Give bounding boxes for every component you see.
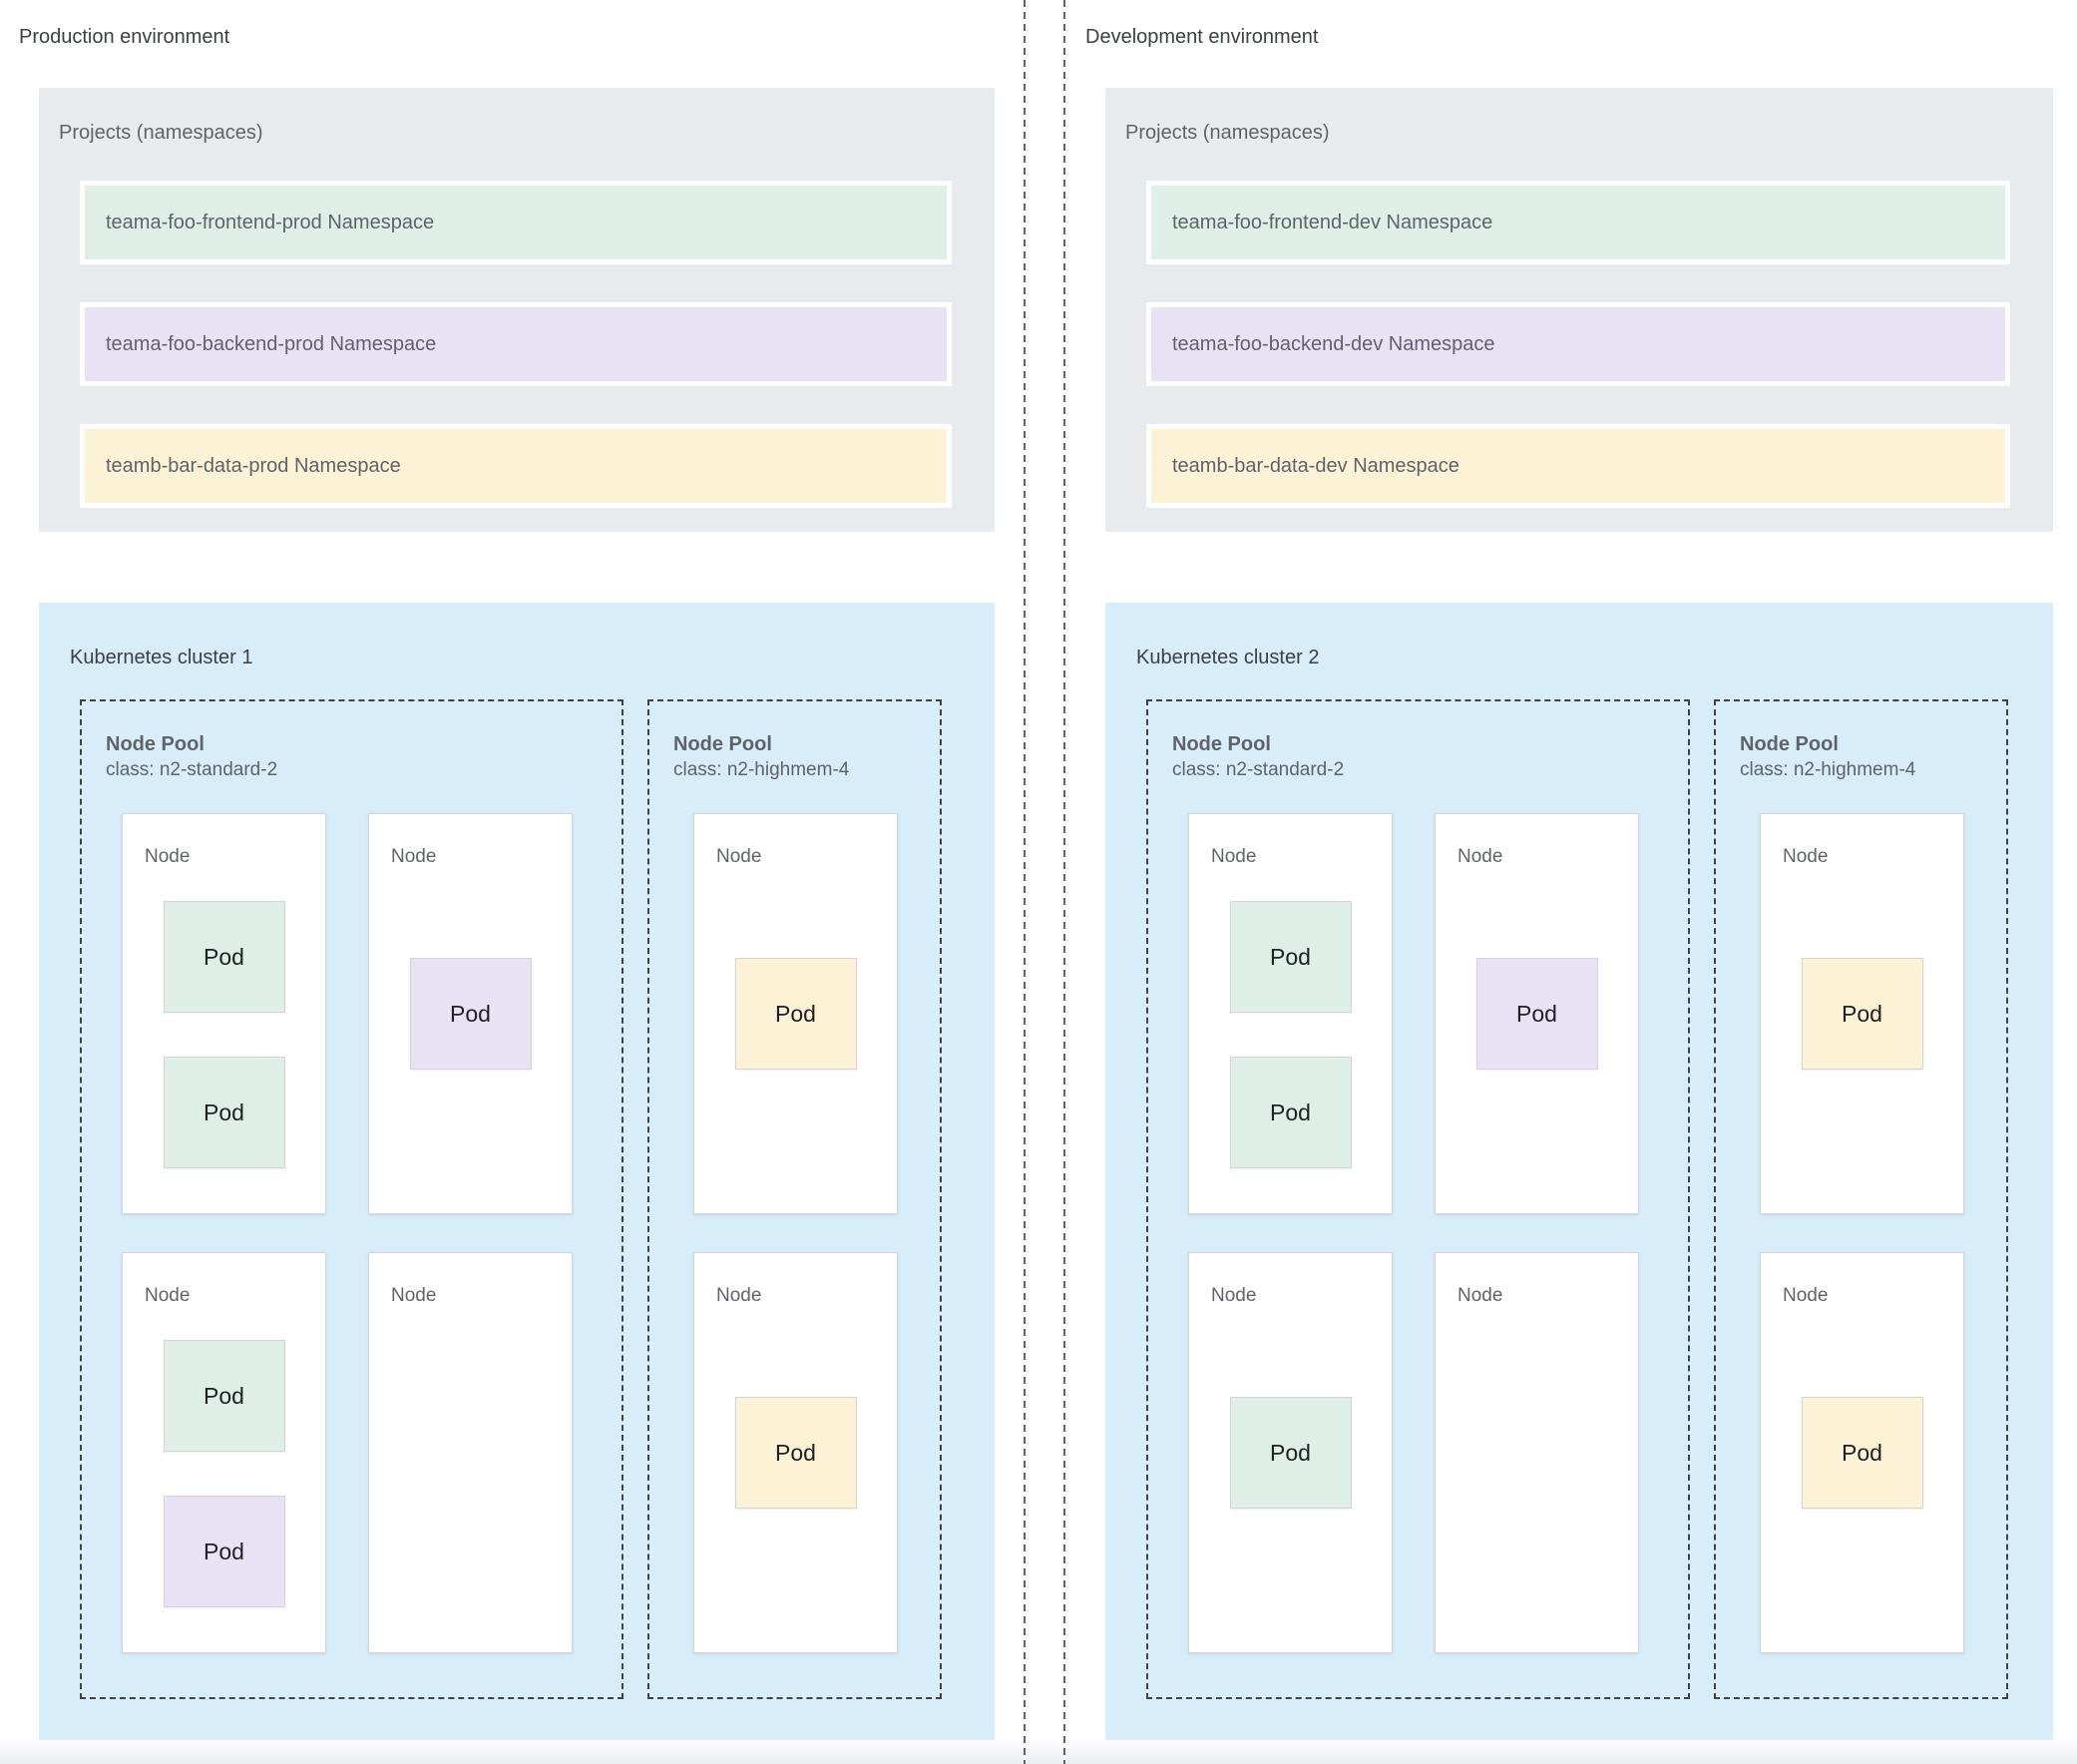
pod-group: Pod xyxy=(1436,814,1638,1213)
environment-title: Development environment xyxy=(1085,26,1319,48)
namespace-list: teama-foo-frontend-prod Namespace teama-… xyxy=(80,181,952,508)
pod-group: Pod xyxy=(1761,814,1963,1213)
pod-group: Pod Pod xyxy=(123,1253,325,1652)
production-environment: Production environment Projects (namespa… xyxy=(0,0,1025,1740)
node-pool-highmem: Node Pool class: n2-highmem-4 Node Pod N… xyxy=(1714,699,2008,1699)
node-pool-class: class: n2-highmem-4 xyxy=(673,759,850,780)
node-pool-name: Node Pool xyxy=(106,733,205,755)
environment-divider-line-right xyxy=(1063,0,1065,1764)
projects-namespaces-box: Projects (namespaces) teama-foo-frontend… xyxy=(1105,88,2053,532)
pod-data: Pod xyxy=(1801,1397,1923,1509)
pod-group: Pod xyxy=(694,814,897,1213)
node-label: Node xyxy=(391,846,437,867)
pod-frontend: Pod xyxy=(163,901,285,1013)
node-empty: Node xyxy=(1435,1252,1639,1653)
node-label: Node xyxy=(1457,1285,1503,1306)
node-pool-standard: Node Pool class: n2-standard-2 Node Pod … xyxy=(1146,699,1690,1699)
node: Node Pod Pod xyxy=(1188,813,1393,1214)
pod-group: Pod xyxy=(1761,1253,1963,1652)
node-grid: Node Pod Pod Node Pod Node xyxy=(122,813,622,1653)
namespace-bar-backend: teama-foo-backend-prod Namespace xyxy=(80,302,952,386)
namespace-bar-frontend: teama-foo-frontend-dev Namespace xyxy=(1146,181,2010,264)
kubernetes-cluster-2: Kubernetes cluster 2 Node Pool class: n2… xyxy=(1105,603,2053,1740)
node-pool-name: Node Pool xyxy=(1740,733,1839,755)
pod-group: Pod Pod xyxy=(123,814,325,1213)
development-environment: Development environment Projects (namesp… xyxy=(1064,0,2077,1740)
pod-frontend: Pod xyxy=(1229,901,1352,1013)
pod-data: Pod xyxy=(734,958,857,1070)
node-label: Node xyxy=(1211,846,1257,867)
node-label: Node xyxy=(1783,846,1829,867)
node: Node Pod xyxy=(1760,813,1964,1214)
pod-frontend: Pod xyxy=(163,1057,285,1168)
cluster-title: Kubernetes cluster 1 xyxy=(70,647,253,668)
node: Node Pod xyxy=(1435,813,1639,1214)
node-label: Node xyxy=(716,846,762,867)
kubernetes-cluster-1: Kubernetes cluster 1 Node Pool class: n2… xyxy=(39,603,995,1740)
node-label: Node xyxy=(145,846,191,867)
node-pool-class: class: n2-standard-2 xyxy=(1172,759,1345,780)
bottom-page-edge xyxy=(0,1740,2077,1764)
node: Node Pod xyxy=(1760,1252,1964,1653)
pod-frontend: Pod xyxy=(1229,1397,1352,1509)
node-label: Node xyxy=(1783,1285,1829,1306)
node-grid: Node Pod Pod Node Pod Node xyxy=(1188,813,1688,1653)
node-pool-highmem: Node Pool class: n2-highmem-4 Node Pod N… xyxy=(647,699,942,1699)
node-label: Node xyxy=(1457,846,1503,867)
environment-title: Production environment xyxy=(19,26,230,48)
node-pool-name: Node Pool xyxy=(673,733,772,755)
node-pool-standard: Node Pool class: n2-standard-2 Node Pod … xyxy=(80,699,623,1699)
namespace-bar-backend: teama-foo-backend-dev Namespace xyxy=(1146,302,2010,386)
namespace-list: teama-foo-frontend-dev Namespace teama-f… xyxy=(1146,181,2010,508)
node-pools: Node Pool class: n2-standard-2 Node Pod … xyxy=(1146,699,2053,1699)
node-label: Node xyxy=(1211,1285,1257,1306)
projects-namespaces-box: Projects (namespaces) teama-foo-frontend… xyxy=(39,88,995,532)
node: Node Pod xyxy=(1188,1252,1393,1653)
projects-label: Projects (namespaces) xyxy=(59,122,263,144)
node: Node Pod xyxy=(693,813,898,1214)
environment-divider-line-left xyxy=(1024,0,1026,1764)
pod-data: Pod xyxy=(1801,958,1923,1070)
node: Node Pod xyxy=(368,813,573,1214)
namespace-bar-data: teamb-bar-data-prod Namespace xyxy=(80,424,952,508)
node: Node Pod xyxy=(693,1252,898,1653)
node-pool-class: class: n2-standard-2 xyxy=(106,759,278,780)
node-label: Node xyxy=(716,1285,762,1306)
pod-backend: Pod xyxy=(409,958,532,1070)
node: Node Pod Pod xyxy=(122,813,326,1214)
pod-group: Pod xyxy=(1189,1253,1392,1652)
node-pool-class: class: n2-highmem-4 xyxy=(1740,759,1916,780)
pod-group: Pod Pod xyxy=(1189,814,1392,1213)
namespace-bar-data: teamb-bar-data-dev Namespace xyxy=(1146,424,2010,508)
projects-label: Projects (namespaces) xyxy=(1125,122,1330,144)
node-label: Node xyxy=(145,1285,191,1306)
pod-data: Pod xyxy=(734,1397,857,1509)
node: Node Pod Pod xyxy=(122,1252,326,1653)
pod-backend: Pod xyxy=(1475,958,1598,1070)
node-empty: Node xyxy=(368,1252,573,1653)
pod-group: Pod xyxy=(694,1253,897,1652)
node-pools: Node Pool class: n2-standard-2 Node Pod … xyxy=(80,699,995,1699)
node-label: Node xyxy=(391,1285,437,1306)
pod-frontend: Pod xyxy=(163,1340,285,1452)
namespace-bar-frontend: teama-foo-frontend-prod Namespace xyxy=(80,181,952,264)
node-pool-name: Node Pool xyxy=(1172,733,1271,755)
cluster-title: Kubernetes cluster 2 xyxy=(1136,647,1320,668)
pod-backend: Pod xyxy=(163,1496,285,1607)
node-grid: Node Pod Node Pod xyxy=(693,813,940,1653)
node-grid: Node Pod Node Pod xyxy=(1760,813,2006,1653)
pod-frontend: Pod xyxy=(1229,1057,1352,1168)
pod-group: Pod xyxy=(369,814,572,1213)
